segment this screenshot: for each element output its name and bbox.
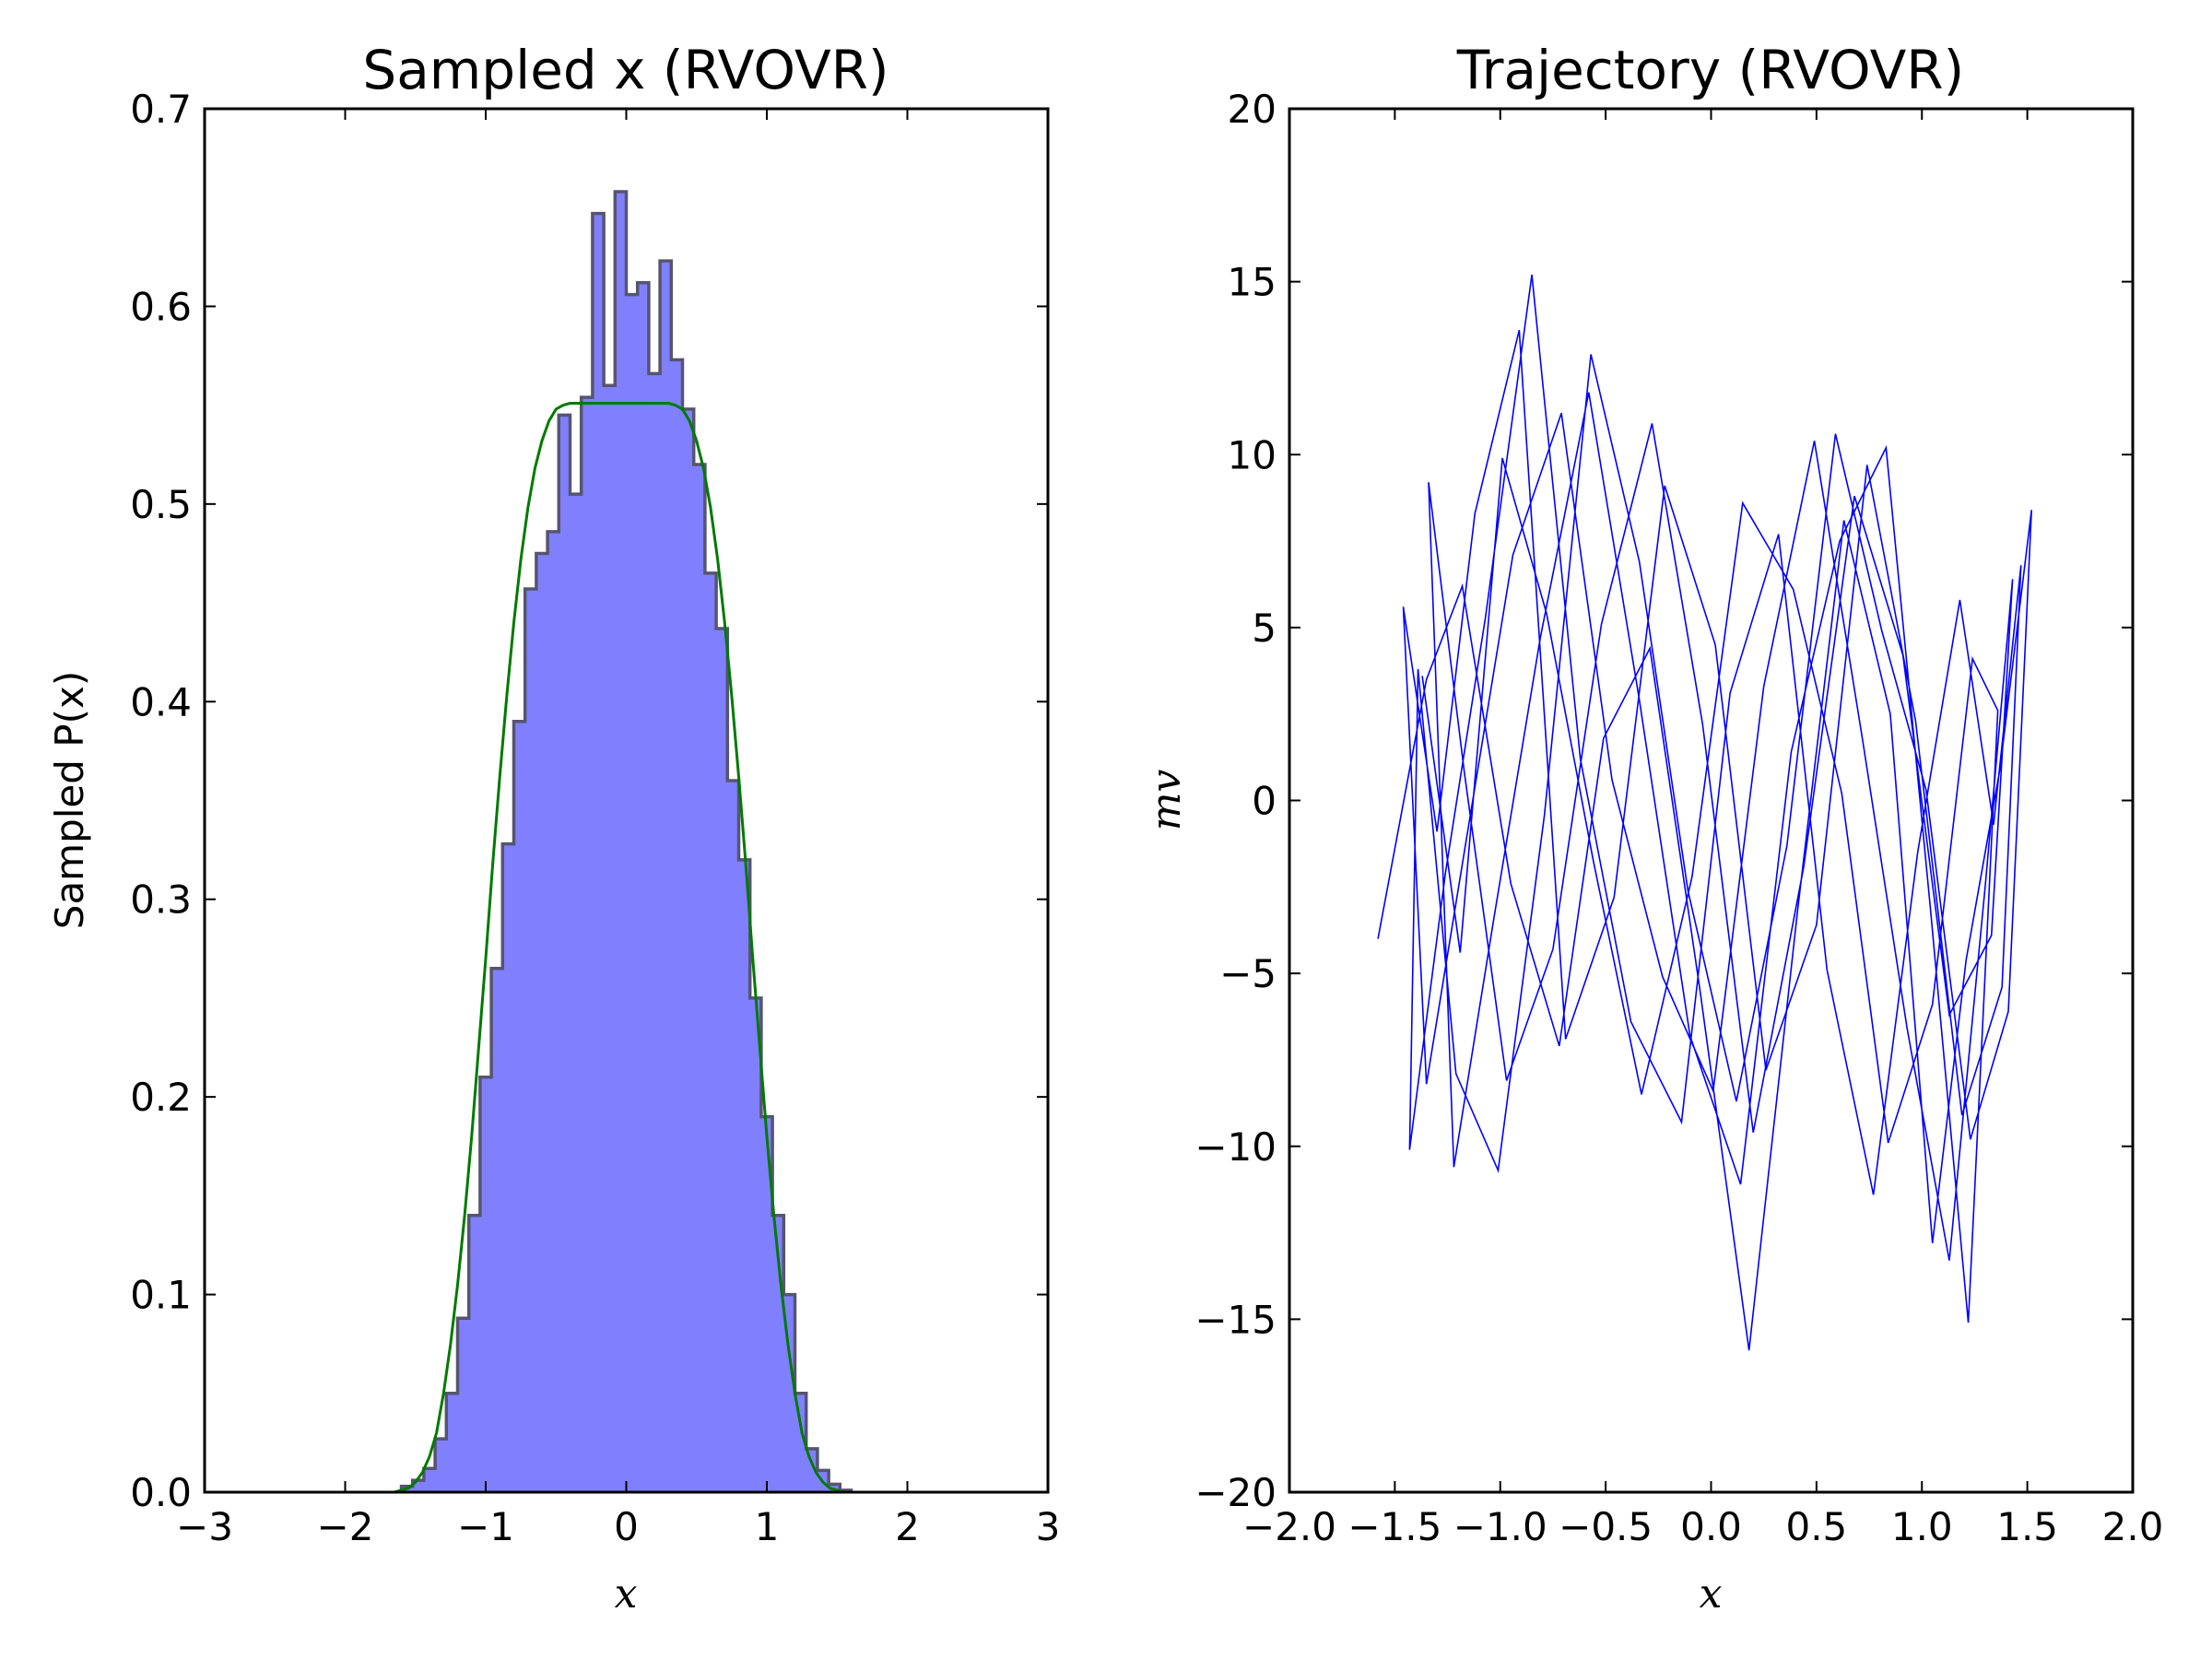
right-xtick-label: 1.5 [1996,1504,2058,1549]
left-ytick-label: 0.7 [130,87,192,132]
right-ytick-label: −10 [1194,1124,1277,1170]
right-ytick-label: 5 [1252,606,1277,651]
right-xtick-label: 0.0 [1680,1504,1742,1549]
histogram-bar [615,192,627,1492]
left-ytick-label: 0.6 [130,284,192,329]
histogram-bar [626,294,639,1492]
histogram-bar [547,531,559,1492]
histogram-bar [738,859,751,1492]
histogram-bar [592,213,605,1493]
left-x-axis-label: x [615,1571,638,1618]
right-axis-ticks: −2.0 −1.5 −1.0 −0.5 0.0 0.5 1.0 1.5 2.0 −20 −15 −10… [1194,87,2163,1549]
right-ytick-label: −15 [1194,1297,1277,1342]
right-xtick-label: −0.5 [1559,1504,1653,1549]
right-xtick-label: 1.0 [1891,1504,1953,1549]
right-y-axis-label: mv [1143,770,1190,831]
left-y-axis-label: Sampled P(x) [47,671,92,929]
histogram-bar [570,494,582,1492]
trajectory-line [1377,275,2032,1351]
histogram-bars [399,190,853,1493]
histogram-bar [423,1468,436,1492]
right-xtick-label: 0.5 [1785,1504,1847,1549]
histogram-bar [604,385,616,1493]
left-xtick-label: −3 [176,1504,233,1549]
left-ytick-label: 0.1 [130,1273,192,1318]
right-ytick-label: 15 [1228,260,1277,305]
histogram-bar [794,1393,807,1492]
histogram-bar [704,572,717,1492]
trajectory-panel: −2.0 −1.5 −1.0 −0.5 0.0 0.5 1.0 1.5 2.0 −20 −15 −10… [1143,39,2163,1618]
histogram-bar [749,997,762,1492]
right-xtick-label: −1.0 [1453,1504,1547,1549]
left-ytick-label: 0.2 [130,1075,192,1120]
right-ytick-label: 10 [1228,432,1277,477]
right-chart-title: Trajectory (RVOVR) [1456,39,1964,101]
left-xtick-label: 1 [755,1504,780,1549]
left-xtick-label: 3 [1036,1504,1061,1549]
left-ytick-label: 0.5 [130,482,192,527]
right-ytick-label: 20 [1228,87,1277,132]
left-axis-ticks: −3 −2 −1 0 1 2 3 0.0 0.1 0.2 0.3 0.4 0.5 0.6 0.7 [130,87,1060,1549]
histogram-bar [637,282,650,1492]
histogram-bar [727,781,739,1492]
histogram-bar [682,408,695,1493]
left-xtick-label: −1 [457,1504,514,1549]
right-xtick-label: −1.5 [1347,1504,1441,1549]
trajectory-lines [1377,275,2032,1351]
left-ytick-label: 0.4 [130,679,192,724]
histogram-bar [760,1116,773,1492]
histogram-bar [660,261,672,1492]
histogram-bar [513,721,526,1492]
left-xtick-label: 2 [895,1504,920,1549]
right-ytick-label: −20 [1194,1470,1277,1515]
histogram-bar [716,628,728,1492]
histogram-bar [559,415,571,1493]
histogram-bar [468,1215,481,1492]
right-xtick-label: 2.0 [2102,1504,2164,1549]
right-xtick-label: −2.0 [1242,1504,1336,1549]
histogram-bar [479,1077,492,1492]
left-axes-frame [203,107,1050,1494]
histogram-bar [457,1318,470,1492]
left-ytick-label: 0.0 [130,1470,192,1515]
right-axes-frame [1288,107,2135,1494]
left-xtick-label: −2 [317,1504,374,1549]
histogram-bar [435,1439,447,1492]
histogram-bar [581,397,594,1493]
histogram-outline [399,190,853,1492]
histogram-bar [671,359,683,1493]
density-curve [394,401,859,1494]
histogram-bar [535,553,548,1492]
right-ytick-label: 0 [1252,779,1277,824]
histogram-bar [491,968,503,1492]
histogram-bar [502,843,514,1492]
left-xtick-label: 0 [614,1504,639,1549]
left-ytick-label: 0.3 [130,877,192,923]
right-ytick-label: −5 [1219,951,1277,996]
histogram-bar [446,1393,458,1492]
histogram-bar [524,589,537,1492]
histogram-bar [693,464,706,1492]
histogram-bar [648,373,661,1493]
right-x-axis-label: x [1700,1571,1723,1618]
left-chart-title: Sampled x (RVOVR) [362,39,888,101]
